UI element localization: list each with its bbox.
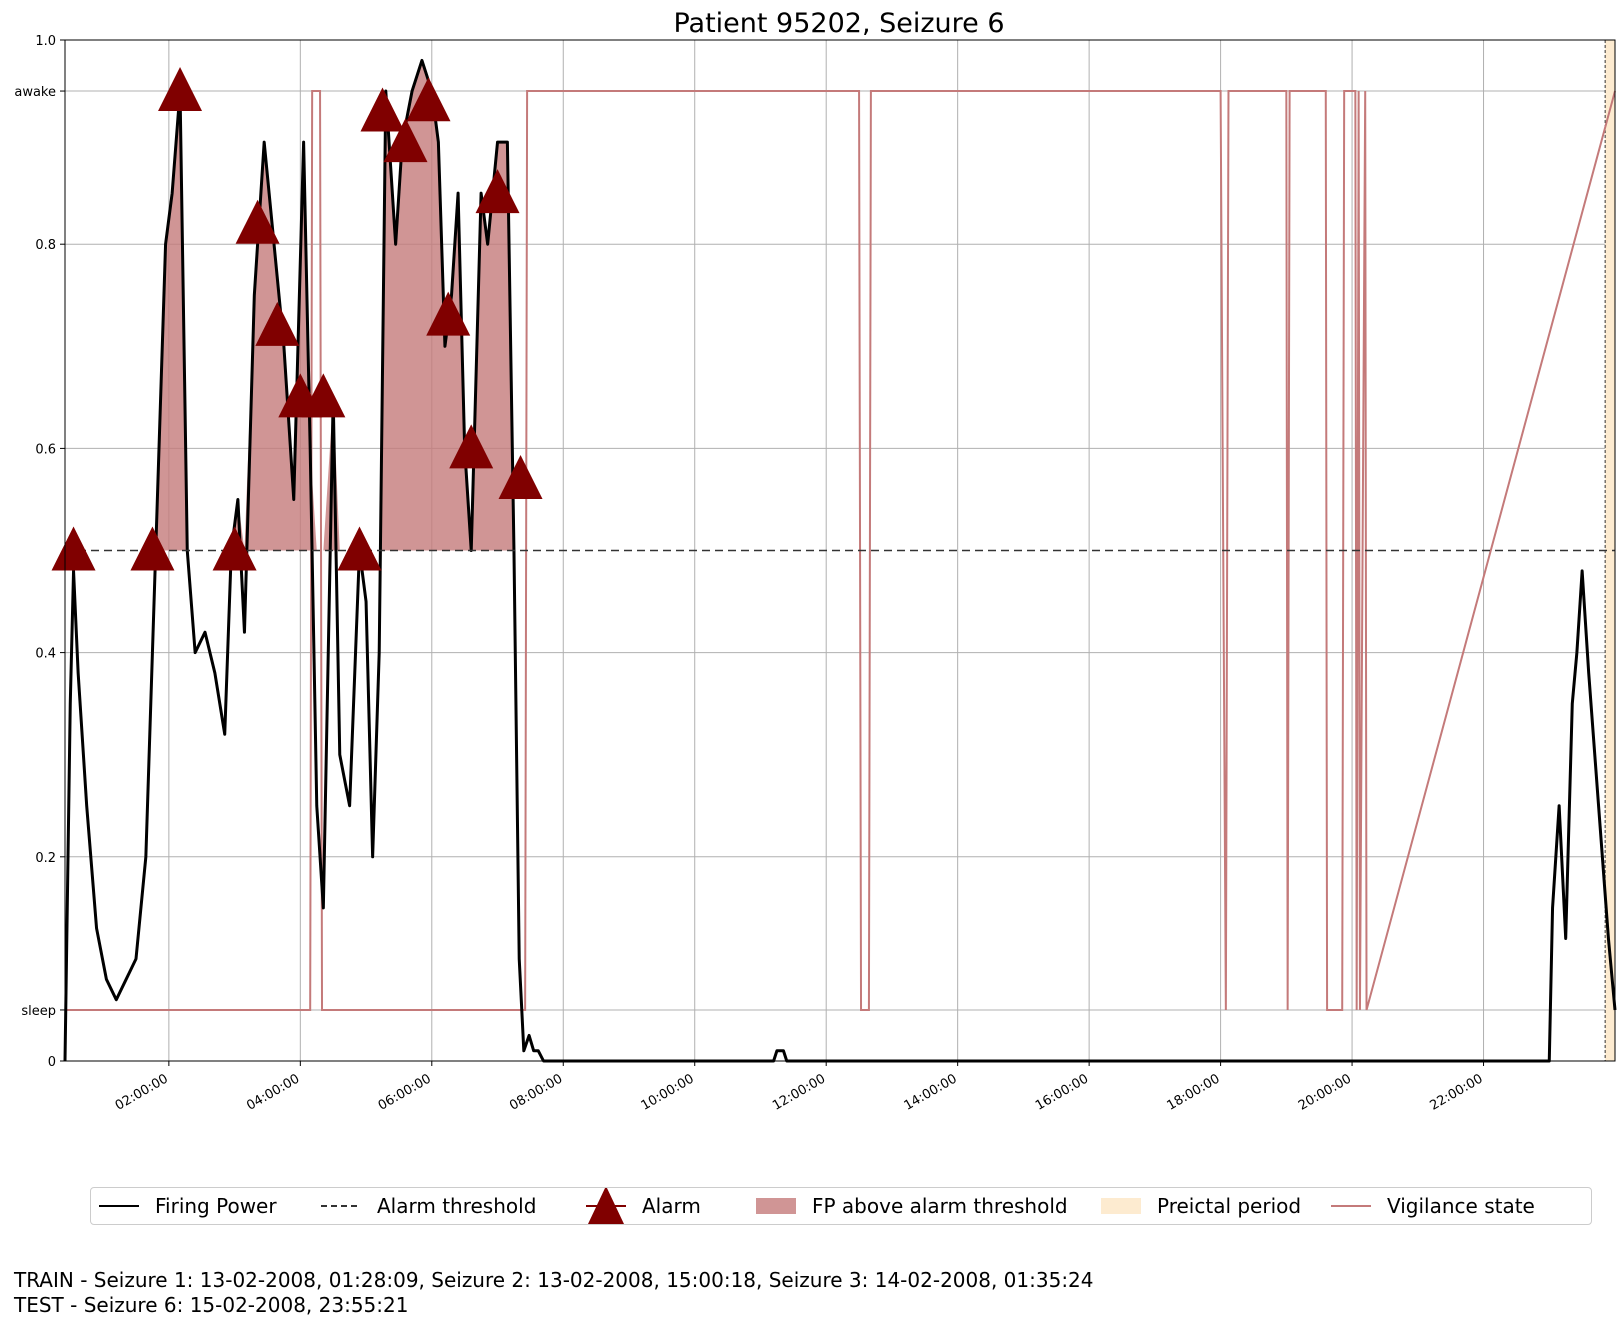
alarm-marker: [426, 291, 471, 336]
legend-label: Alarm threshold: [377, 1194, 536, 1218]
x-tick-label: 18:00:00: [1165, 1071, 1223, 1113]
x-tick-label: 10:00:00: [639, 1071, 697, 1113]
legend-label: Vigilance state: [1387, 1194, 1535, 1218]
legend-label: Preictal period: [1157, 1194, 1301, 1218]
legend: Firing Power Alarm threshold Alarm FP above…: [90, 1186, 1592, 1225]
footer-test-line: TEST - Seizure 6: 15-02-2008, 23:55:21: [14, 1293, 409, 1317]
x-tick-label: 16:00:00: [1033, 1071, 1091, 1113]
footer-train-line: TRAIN - Seizure 1: 13-02-2008, 01:28:09,…: [14, 1268, 1094, 1292]
legend-label: Firing Power: [155, 1194, 277, 1218]
alarm-marker: [130, 526, 175, 571]
x-tick-label: 14:00:00: [902, 1071, 960, 1113]
alarm-marker: [360, 87, 405, 132]
legend-alarm-marker: [588, 1186, 624, 1224]
y-tick-label: 0.6: [35, 442, 56, 457]
x-tick-label: 08:00:00: [507, 1071, 565, 1113]
y-tick-label: sleep: [21, 1004, 56, 1019]
x-tick-label: 06:00:00: [376, 1071, 434, 1113]
legend-label: FP above alarm threshold: [812, 1194, 1068, 1218]
y-tick-label: 0.2: [35, 851, 56, 866]
alarm-marker: [158, 67, 203, 112]
alarm-marker: [235, 199, 280, 244]
fp-above-threshold-fill: [65, 60, 1615, 551]
alarm-marker: [301, 373, 346, 418]
plot-frame: [64, 39, 1616, 1062]
alarm-marker: [51, 526, 96, 571]
alarm-marker: [449, 424, 494, 469]
alarm-marker: [475, 169, 520, 214]
legend-swatch: [756, 1198, 796, 1214]
legend-swatch: [1101, 1198, 1141, 1214]
y-tick-label: awake: [14, 85, 56, 100]
x-tick-label: 22:00:00: [1427, 1071, 1485, 1113]
chart-title: Patient 95202, Seizure 6: [673, 8, 1004, 39]
preictal-band: [1605, 40, 1615, 1061]
firing-power-line: [63, 58, 1617, 1063]
legend-label: Alarm: [642, 1194, 701, 1218]
x-tick-label: 20:00:00: [1296, 1071, 1354, 1113]
alarm-marker: [383, 118, 428, 163]
y-tick-label: 0: [48, 1055, 56, 1070]
alarm-marker: [212, 526, 257, 571]
alarm-marker: [406, 77, 451, 122]
x-tick-label: 12:00:00: [770, 1071, 828, 1113]
alarm-marker: [337, 526, 382, 571]
y-tick-label: 0.8: [35, 238, 56, 253]
x-tick-label: 02:00:00: [113, 1071, 171, 1113]
alarm-marker: [255, 301, 300, 346]
y-tick-label: 1.0: [35, 34, 56, 49]
x-tick-label: 04:00:00: [244, 1071, 302, 1113]
footer-caption: TRAIN - Seizure 1: 13-02-2008, 01:28:09,…: [14, 1268, 1094, 1318]
y-tick-label: 0.4: [35, 647, 56, 662]
alarm-marker: [498, 455, 543, 500]
